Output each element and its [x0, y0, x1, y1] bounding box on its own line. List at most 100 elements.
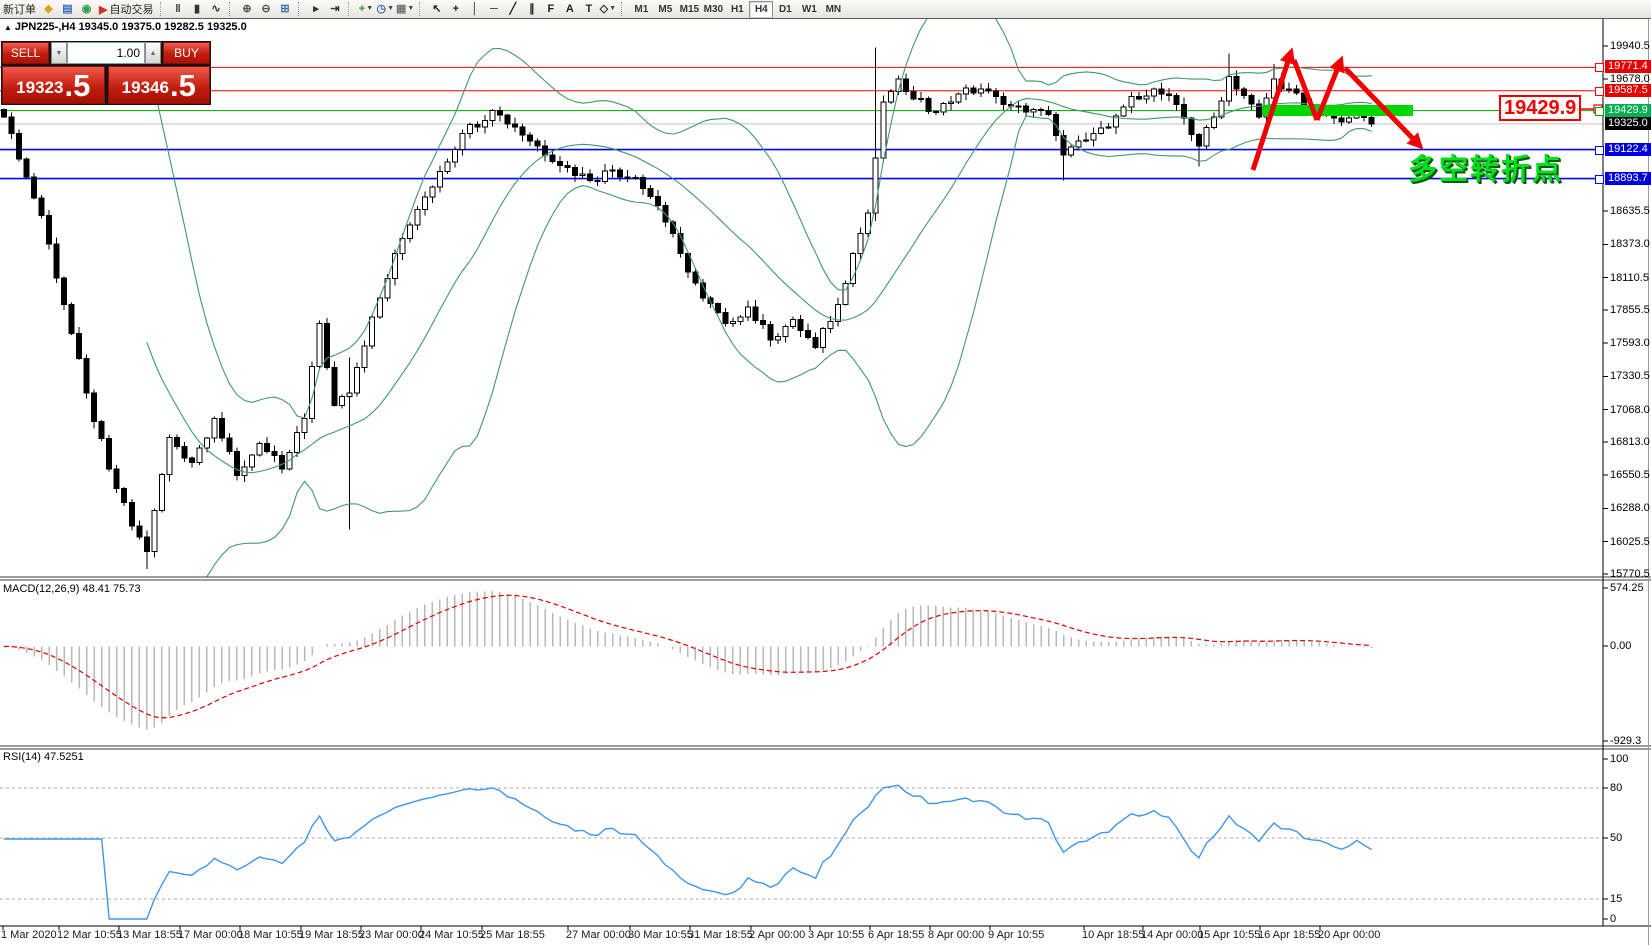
time-axis-label[interactable]: 12 Mar 10:55: [57, 929, 122, 941]
price-axis-tick[interactable]: 18635.5: [1610, 205, 1650, 218]
rsi-axis-tick[interactable]: 0: [1610, 913, 1617, 925]
macd-axis-tick[interactable]: -929.3: [1610, 735, 1642, 747]
time-axis-label[interactable]: 14 Apr 00:00: [1141, 929, 1204, 941]
macd-axis-tick[interactable]: 0.00: [1610, 640, 1632, 652]
time-axis-label[interactable]: 18 Mar 10:55: [238, 929, 303, 941]
time-axis-label[interactable]: 20 Apr 00:00: [1318, 929, 1381, 941]
rsi-axis-tick[interactable]: 15: [1610, 893, 1623, 905]
buy-price-button[interactable]: 19346.5: [107, 66, 210, 104]
volume-decrease-button[interactable]: ▼: [51, 42, 67, 64]
buy-button[interactable]: BUY: [163, 42, 210, 64]
volume-increase-button[interactable]: ▲: [145, 42, 161, 64]
rsi-axis-tick[interactable]: 50: [1610, 832, 1623, 844]
add-indicator-icon-dropdown-icon[interactable]: ▼: [366, 5, 374, 12]
price-axis-tick[interactable]: 16813.0: [1610, 436, 1650, 448]
collapse-triangle-icon[interactable]: ▲: [4, 23, 12, 32]
tile-windows-icon[interactable]: ⊞: [275, 0, 294, 18]
price-axis-tick[interactable]: 17593.0: [1610, 337, 1650, 350]
sell-button[interactable]: SELL: [2, 42, 49, 64]
turning-point-annotation[interactable]: 多空转折点: [1408, 154, 1564, 186]
timeframe-button-m30[interactable]: M30: [703, 3, 724, 15]
timeframe-button-d1[interactable]: D1: [778, 3, 792, 15]
horizontal-line-icon[interactable]: ─: [484, 0, 503, 18]
text-label-icon[interactable]: T: [579, 0, 598, 18]
rsi-axis-tick[interactable]: 100: [1610, 753, 1629, 765]
time-axis-label[interactable]: 15 Apr 10:55: [1198, 929, 1261, 941]
time-axis-label[interactable]: 1 Mar 2020: [1, 929, 57, 941]
fibonacci-icon[interactable]: F: [541, 0, 560, 18]
timeframe-button-m5[interactable]: M5: [658, 3, 673, 15]
timeframe-button-h1[interactable]: H1: [730, 3, 744, 15]
time-axis-label[interactable]: 30 Mar 10:55: [628, 929, 693, 941]
periods-icon-dropdown-icon[interactable]: ▼: [387, 5, 395, 12]
price-axis-tick[interactable]: 19940.5: [1610, 40, 1650, 52]
time-axis-label[interactable]: 13 Mar 18:55: [117, 929, 182, 941]
timeframe-button-mn[interactable]: MN: [825, 3, 842, 15]
crosshair-icon[interactable]: +: [446, 0, 465, 18]
price-axis-tick[interactable]: 15770.5: [1610, 568, 1650, 580]
price-axis-tick[interactable]: 16288.0: [1610, 502, 1650, 515]
sell-price-main: 19323: [16, 78, 64, 97]
macd-axis-tick[interactable]: 574.25: [1610, 582, 1644, 594]
time-axis-label[interactable]: 25 Mar 18:55: [480, 929, 545, 941]
price-axis-tick[interactable]: 18110.5: [1610, 271, 1649, 284]
chart-shift-icon[interactable]: ⇥: [325, 0, 344, 18]
arrows-tool-icon-dropdown-icon[interactable]: ▼: [609, 5, 617, 12]
volume-input[interactable]: 1.00: [67, 42, 145, 64]
time-axis-label[interactable]: 24 Mar 10:55: [419, 929, 484, 941]
buy-price-main: 19346: [121, 78, 169, 97]
price-axis-tick[interactable]: 16550.5: [1610, 469, 1650, 482]
signals-icon[interactable]: ◉: [77, 0, 96, 18]
time-axis-label[interactable]: 23 Mar 00:00: [359, 929, 424, 941]
line-chart-icon[interactable]: ∿: [206, 0, 225, 18]
bar-chart-icon[interactable]: ‖: [168, 0, 187, 18]
auto-scroll-icon: ▸: [313, 3, 319, 15]
timeframe-button-w1[interactable]: W1: [801, 3, 817, 15]
rsi-line: [4, 784, 1373, 920]
vertical-line-icon[interactable]: │: [465, 0, 484, 18]
time-axis-label[interactable]: 10 Apr 18:55: [1082, 929, 1145, 941]
price-tag-annotation[interactable]: 19429.9: [1499, 95, 1582, 121]
periods-icon[interactable]: ◷ ▼: [375, 0, 395, 18]
cursor-icon[interactable]: ↖: [427, 0, 446, 18]
price-axis-tick[interactable]: 17330.5: [1610, 370, 1650, 383]
sell-price-button[interactable]: 19323.5: [2, 66, 105, 104]
order-ticket-icon[interactable]: ◆: [39, 0, 58, 18]
trendline-icon[interactable]: ╱: [503, 0, 522, 18]
market-watch-icon[interactable]: ▤: [58, 0, 77, 18]
horizontal-line-icon: ─: [489, 3, 498, 15]
time-axis-label[interactable]: 8 Apr 00:00: [928, 929, 985, 941]
templates-icon[interactable]: ▦ ▼: [395, 0, 415, 18]
price-axis-tick[interactable]: 19678.0: [1610, 73, 1650, 86]
arrows-tool-icon[interactable]: ◇ ▼: [598, 0, 617, 18]
time-axis-label[interactable]: 9 Apr 10:55: [988, 929, 1045, 941]
auto-scroll-icon[interactable]: ▸: [306, 0, 325, 18]
time-axis-label[interactable]: 3 Apr 10:55: [808, 929, 865, 941]
time-axis-label[interactable]: 27 Mar 00:00: [566, 929, 631, 941]
templates-icon-dropdown-icon[interactable]: ▼: [407, 5, 415, 12]
time-axis-label[interactable]: 2 Apr 00:00: [749, 929, 806, 941]
price-axis-tick[interactable]: 17855.5: [1610, 304, 1650, 316]
auto-trading-button[interactable]: ▶ 自动交易: [96, 1, 156, 17]
timeframe-button-m15[interactable]: M15: [679, 3, 700, 15]
text-label-icon: T: [585, 3, 593, 15]
time-axis-label[interactable]: 17 Mar 00:00: [178, 929, 243, 941]
timeframe-button-m1[interactable]: M1: [634, 3, 649, 15]
time-axis-label[interactable]: 16 Apr 18:55: [1258, 929, 1321, 941]
timeframe-button-h4[interactable]: H4: [749, 0, 774, 18]
time-axis-label[interactable]: 19 Mar 18:55: [299, 929, 364, 941]
candlestick-chart-icon[interactable]: ▮: [187, 0, 206, 18]
add-indicator-icon[interactable]: + ▼: [356, 0, 375, 18]
zoom-out-icon[interactable]: ⊖: [256, 0, 275, 18]
text-icon[interactable]: A: [560, 0, 579, 18]
price-axis-tick[interactable]: 16025.5: [1610, 535, 1650, 548]
rsi-axis-tick[interactable]: 80: [1610, 782, 1623, 794]
zoom-in-icon[interactable]: ⊕: [237, 0, 256, 18]
price-axis-tick[interactable]: 18373.0: [1610, 238, 1650, 251]
equidistant-channel-icon[interactable]: ∥: [522, 0, 541, 18]
new-order-button[interactable]: 新订单: [0, 1, 39, 17]
time-axis-label[interactable]: 31 Mar 18:55: [688, 929, 753, 941]
price-axis-tick[interactable]: 17068.0: [1610, 403, 1650, 416]
time-axis-label[interactable]: 6 Apr 18:55: [868, 929, 925, 941]
